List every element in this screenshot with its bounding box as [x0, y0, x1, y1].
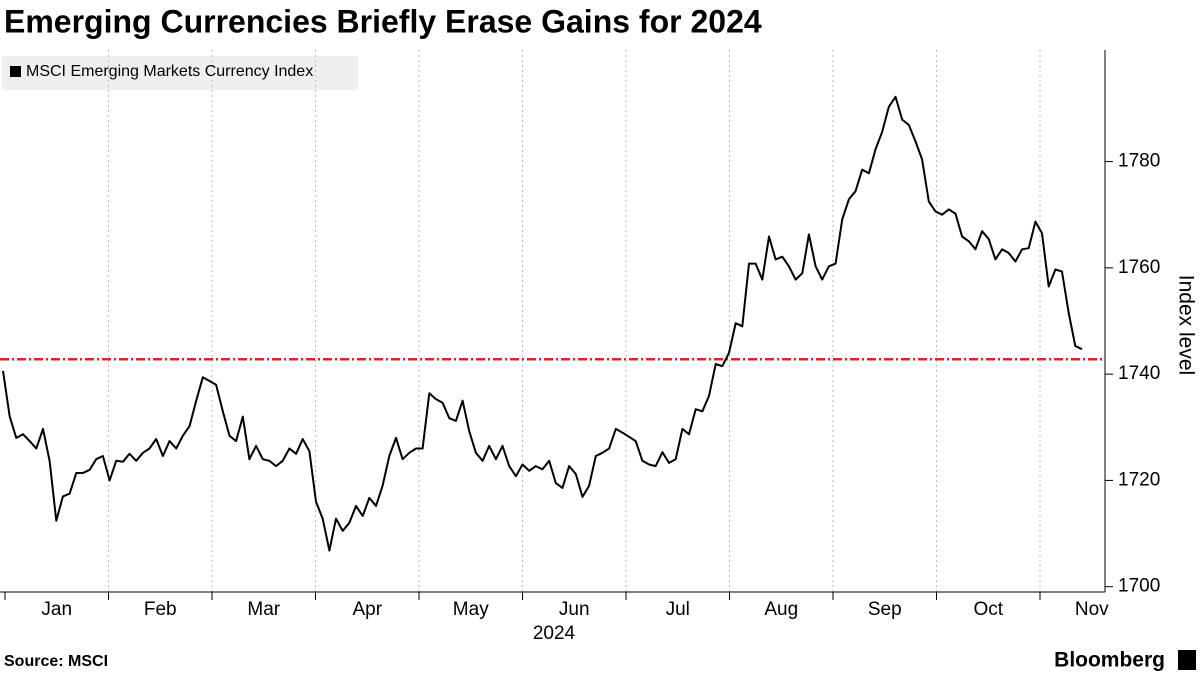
- legend-label: MSCI Emerging Markets Currency Index: [26, 63, 313, 80]
- x-tick-label: Jan: [41, 599, 72, 620]
- x-tick-label: Aug: [764, 599, 798, 620]
- y-tick-label: 1740: [1118, 363, 1160, 384]
- y-tick-label: 1720: [1118, 469, 1160, 490]
- chart-title: Emerging Currencies Briefly Erase Gains …: [4, 3, 762, 39]
- y-tick-label: 1760: [1118, 257, 1160, 278]
- legend-box: [2, 56, 358, 90]
- x-tick-label: Jun: [559, 599, 590, 620]
- brand: Bloomberg: [1054, 649, 1165, 672]
- legend-swatch: [10, 66, 21, 77]
- y-tick-label: 1780: [1118, 151, 1160, 172]
- source: Source: MSCI: [4, 653, 108, 670]
- brand-icon: [1178, 650, 1196, 670]
- x-tick-label: May: [453, 599, 489, 620]
- x-tick-label: Apr: [352, 599, 382, 620]
- x-tick-label: Mar: [247, 599, 280, 620]
- y-axis-label: Index level: [1174, 275, 1197, 375]
- x-tick-label: Feb: [144, 599, 177, 620]
- x-tick-label: Jul: [666, 599, 690, 620]
- x-tick-label: Sep: [868, 599, 902, 620]
- x-axis-label: 2024: [533, 623, 576, 644]
- x-tick-label: Nov: [1075, 599, 1109, 620]
- y-tick-label: 1700: [1118, 576, 1160, 597]
- x-tick-label: Oct: [973, 599, 1003, 620]
- data-line: [2, 95, 1083, 552]
